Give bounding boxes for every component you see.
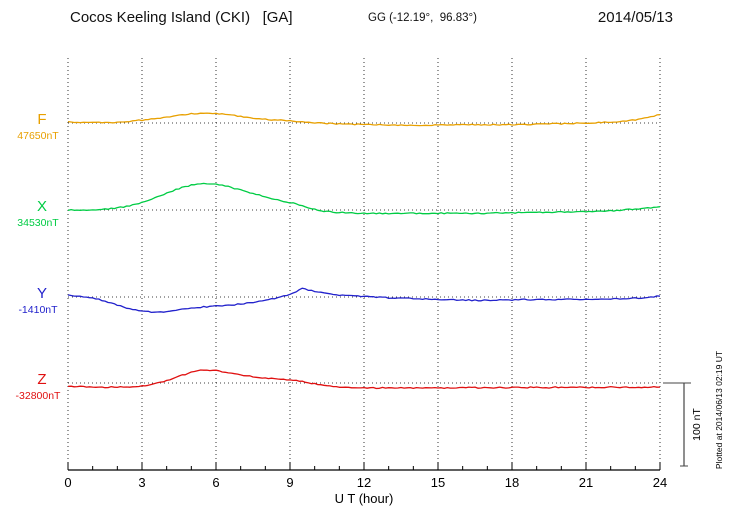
x-tick-label: 24 xyxy=(653,475,667,490)
channel-label-F: F xyxy=(37,111,46,128)
trace-X xyxy=(67,182,661,215)
x-tick-label: 9 xyxy=(286,475,293,490)
trace-Y xyxy=(67,287,661,314)
baseline-value-Y: -1410nT xyxy=(18,304,58,316)
baseline-value-Z: -32800nT xyxy=(16,390,62,402)
channel-label-Z: Z xyxy=(37,371,46,388)
x-tick-label: 0 xyxy=(64,475,71,490)
scalebar-label: 100 nT xyxy=(691,408,703,441)
x-tick-label: 18 xyxy=(505,475,519,490)
x-tick-label: 21 xyxy=(579,475,593,490)
baseline-value-F: 47650nT xyxy=(17,130,59,142)
x-tick-label: 12 xyxy=(357,475,371,490)
baseline-value-X: 34530nT xyxy=(17,217,59,229)
date-label: 2014/05/13 xyxy=(597,9,673,26)
trace-Z xyxy=(67,369,661,390)
channel-label-Y: Y xyxy=(37,285,47,302)
channel-label-X: X xyxy=(37,198,47,215)
station-title: Cocos Keeling Island (CKI) [GA] xyxy=(70,9,293,26)
x-axis-title: U T (hour) xyxy=(335,491,394,506)
plotted-at-note: Plotted at 2014/06/13 02:19 UT xyxy=(714,351,724,469)
x-tick-label: 6 xyxy=(212,475,219,490)
x-tick-label: 15 xyxy=(431,475,445,490)
trace-F xyxy=(67,112,661,127)
gg-coordinates: GG (-12.19°, 96.83°) xyxy=(368,12,477,24)
x-tick-label: 3 xyxy=(138,475,145,490)
